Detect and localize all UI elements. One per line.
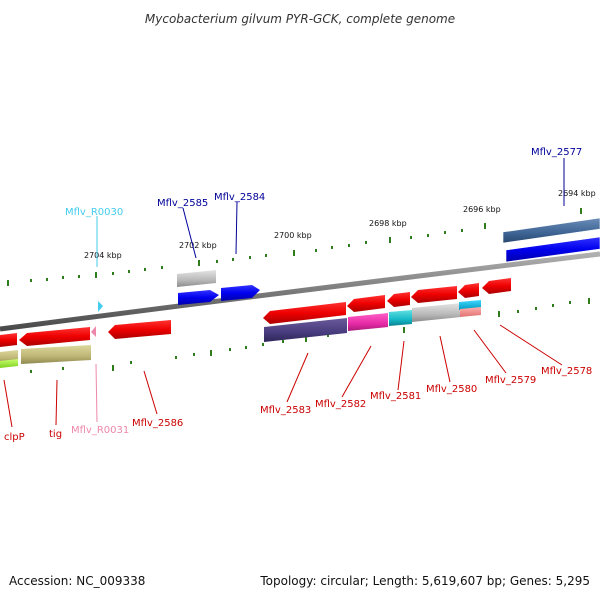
trna-feature[interactable] [98, 301, 103, 312]
scale-label: 2696 kbp [463, 205, 501, 214]
topology-text: Topology: circular; Length: 5,619,607 bp… [260, 574, 590, 588]
gene-label-mflv-2586[interactable]: Mflv_2586 [132, 418, 183, 429]
gene-feature[interactable] [108, 320, 171, 339]
outer-scale-ticks [7, 208, 582, 286]
gene-feature[interactable] [460, 307, 481, 317]
gene-feature[interactable] [348, 313, 388, 331]
genome-backbone [0, 251, 600, 332]
scale-label: 2694 kbp [558, 189, 596, 198]
gene-feature[interactable] [347, 295, 385, 312]
scale-label: 2698 kbp [369, 219, 407, 228]
gene-label-mflv-2585[interactable]: Mflv_2585 [157, 198, 208, 209]
gene-feature[interactable] [177, 270, 216, 287]
gene-feature[interactable] [458, 283, 479, 298]
leader-lines [3, 158, 565, 428]
inner-scale-ticks [30, 298, 590, 373]
gene-label-mflv-r0030[interactable]: Mflv_R0030 [65, 207, 123, 218]
gene-feature[interactable] [21, 345, 91, 364]
gene-label-mflv-2577[interactable]: Mflv_2577 [531, 147, 582, 158]
accession-text: Accession: NC_009338 [9, 574, 146, 588]
gene-feature[interactable] [411, 286, 457, 303]
gene-label-tig[interactable]: tig [49, 429, 62, 440]
gene-label-mflv-2583[interactable]: Mflv_2583 [260, 405, 311, 416]
scale-label: 2704 kbp [84, 251, 122, 260]
gene-label-mflv-2580[interactable]: Mflv_2580 [426, 384, 477, 395]
gene-feature[interactable] [482, 278, 511, 294]
gene-labels: Mflv_R0030 Mflv_2585 Mflv_2584 Mflv_2577… [4, 147, 592, 443]
scale-labels: 2704 kbp 2702 kbp 2700 kbp 2698 kbp 2696… [84, 189, 596, 260]
gene-feature[interactable] [221, 285, 260, 301]
gene-label-clpp[interactable]: clpP [4, 432, 25, 443]
gene-feature[interactable] [459, 300, 481, 310]
gene-feature[interactable] [178, 290, 219, 305]
gene-label-mflv-2578[interactable]: Mflv_2578 [541, 366, 592, 377]
forward-strand-features [98, 217, 600, 312]
gene-label-mflv-2584[interactable]: Mflv_2584 [214, 192, 265, 203]
gene-feature[interactable] [505, 236, 600, 263]
trna-feature[interactable] [91, 326, 96, 337]
gene-feature[interactable] [264, 318, 347, 342]
gene-feature[interactable] [387, 292, 410, 307]
gene-feature[interactable] [412, 303, 461, 322]
scale-label: 2702 kbp [179, 241, 217, 250]
gene-feature[interactable] [502, 217, 600, 244]
gene-label-mflv-2582[interactable]: Mflv_2582 [315, 399, 366, 410]
scale-label: 2700 kbp [274, 231, 312, 240]
gene-feature[interactable] [0, 333, 17, 347]
gene-label-mflv-r0031[interactable]: Mflv_R0031 [71, 425, 129, 436]
gene-feature[interactable] [263, 302, 346, 324]
map-title: Mycobacterium gilvum PYR-GCK, complete g… [145, 12, 455, 26]
gene-label-mflv-2581[interactable]: Mflv_2581 [370, 391, 421, 402]
gene-feature[interactable] [0, 359, 18, 368]
gene-feature[interactable] [389, 310, 412, 326]
reverse-strand-features [0, 278, 511, 368]
gene-label-mflv-2579[interactable]: Mflv_2579 [485, 375, 536, 386]
gene-feature[interactable] [19, 327, 90, 346]
